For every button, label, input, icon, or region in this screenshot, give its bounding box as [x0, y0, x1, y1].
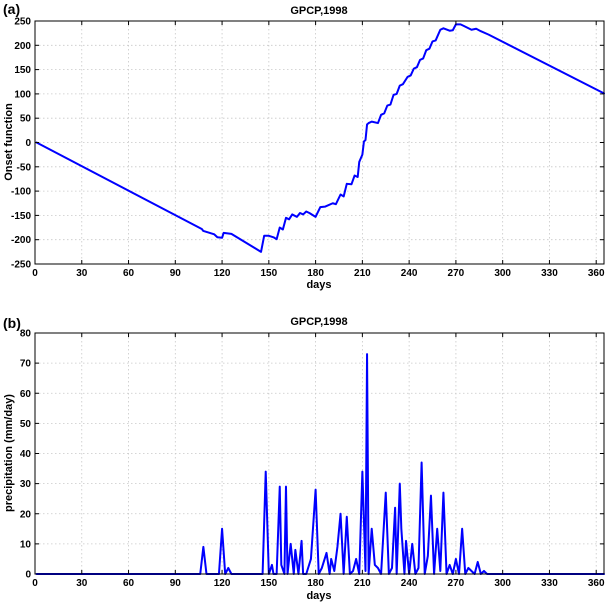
x-tick-label: 30	[76, 268, 88, 279]
x-tick-label: 330	[541, 268, 558, 279]
panel-b-label: (b)	[3, 315, 21, 331]
x-tick-label: 270	[448, 578, 465, 589]
panel-b-title: GPCP,1998	[290, 316, 347, 328]
x-tick-label: 120	[214, 578, 231, 589]
panel-b-xlabel: days	[306, 590, 331, 602]
y-tick-label: 200	[14, 41, 31, 52]
y-tick-label: 80	[20, 329, 32, 340]
x-tick-label: 0	[32, 268, 38, 279]
panel-a-ylabel: Onset function	[3, 103, 15, 181]
x-tick-label: 330	[541, 578, 558, 589]
y-tick-label: -200	[11, 235, 31, 246]
x-tick-label: 360	[588, 578, 605, 589]
x-tick-label: 120	[214, 268, 231, 279]
y-tick-label: 150	[14, 65, 31, 76]
x-tick-label: 300	[494, 268, 511, 279]
y-tick-label: 0	[25, 138, 31, 149]
x-tick-label: 90	[170, 268, 182, 279]
x-tick-label: 210	[354, 578, 371, 589]
panel-a-label: (a)	[3, 1, 20, 17]
x-tick-label: 300	[494, 578, 511, 589]
y-tick-label: 0	[25, 570, 31, 581]
panel-a-onset-function: (a) GPCP,1998 0 30 60 90 120 150 180 210 240 270 3…	[3, 1, 605, 291]
y-tick-label: -100	[11, 187, 31, 198]
x-tick-label: 60	[123, 268, 135, 279]
panel-b-data	[35, 353, 605, 575]
panel-a-data	[35, 23, 605, 253]
panel-b-ticks: 0 30 60 90 120 150 180 210 240 270 300 330 360 0 10 20 3…	[20, 329, 605, 590]
x-tick-label: 150	[260, 578, 277, 589]
panel-a-ticks: 0 30 60 90 120 150 180 210 240 270 300 330 360 -250 -2…	[11, 17, 605, 280]
panel-a-xlabel: days	[306, 279, 331, 291]
y-tick-label: 40	[20, 449, 32, 460]
y-tick-label: 10	[20, 539, 32, 550]
y-tick-label: -150	[11, 211, 31, 222]
x-tick-label: 90	[170, 578, 182, 589]
y-tick-label: 60	[20, 389, 32, 400]
x-tick-label: 270	[448, 268, 465, 279]
y-tick-label: 20	[20, 509, 32, 520]
y-tick-label: 250	[14, 17, 31, 28]
series-line	[35, 23, 605, 253]
series-line	[35, 353, 605, 575]
x-tick-label: 210	[354, 268, 371, 279]
panel-a-title: GPCP,1998	[290, 5, 347, 17]
y-tick-label: -250	[11, 260, 31, 271]
y-tick-label: -50	[17, 162, 32, 173]
x-tick-label: 0	[32, 578, 38, 589]
x-tick-label: 360	[588, 268, 605, 279]
y-tick-label: 100	[14, 89, 31, 100]
y-tick-label: 70	[20, 359, 32, 370]
panel-b-grid	[35, 333, 604, 574]
panel-b-ylabel: precipitation (mm/day)	[3, 394, 15, 512]
panel-b-precipitation: (b) GPCP,1998 0 30 60 90 120 150 180 210 240 270 3…	[3, 315, 605, 602]
x-tick-label: 240	[401, 268, 418, 279]
x-tick-label: 180	[307, 578, 324, 589]
panel-a-grid	[35, 21, 604, 264]
x-tick-label: 180	[307, 268, 324, 279]
y-tick-label: 50	[20, 419, 32, 430]
x-tick-label: 150	[260, 268, 277, 279]
y-tick-label: 50	[20, 114, 32, 125]
x-tick-label: 30	[76, 578, 88, 589]
y-tick-label: 30	[20, 479, 32, 490]
x-tick-label: 60	[123, 578, 135, 589]
x-tick-label: 240	[401, 578, 418, 589]
